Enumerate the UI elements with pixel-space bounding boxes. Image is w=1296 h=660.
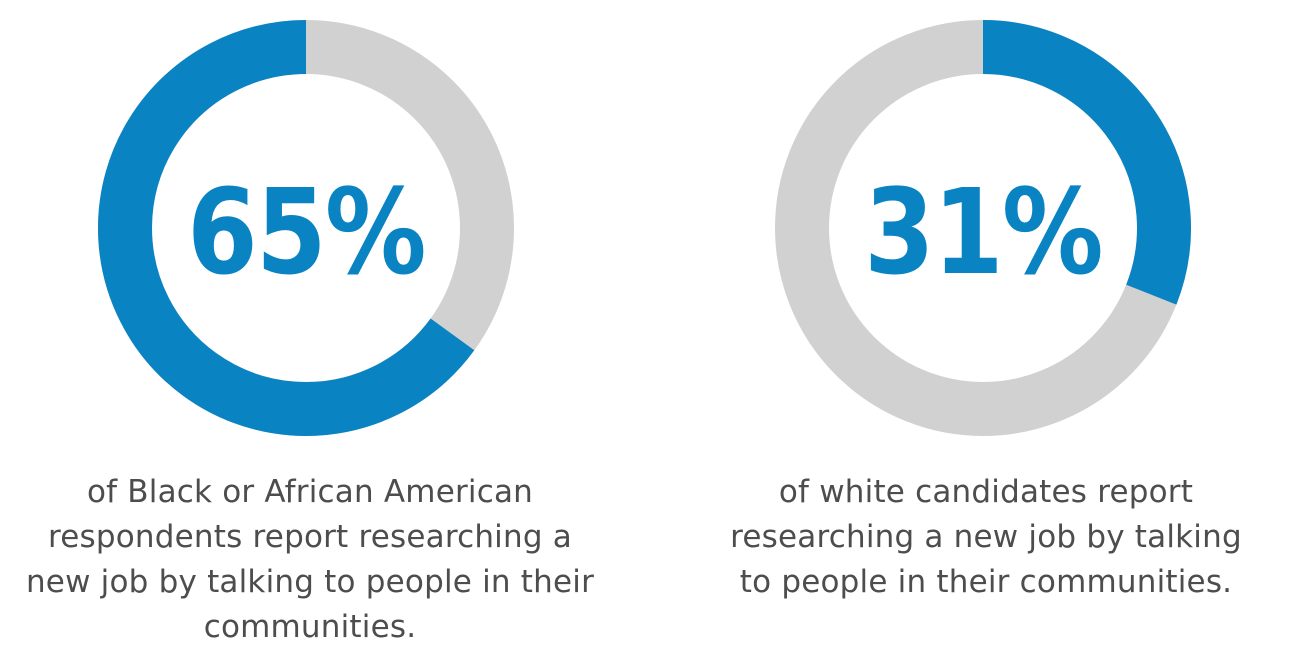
stat-panel-white-candidates: 31% of white candidates report researchi… xyxy=(676,0,1296,660)
donut-chart: 31% xyxy=(763,8,1203,448)
caption-line: of white candidates report xyxy=(778,474,1194,510)
donut-chart: 65% xyxy=(86,8,526,448)
caption-line: researching a new job by talking xyxy=(730,519,1242,555)
caption-line: new job by talking to people in their xyxy=(25,564,595,600)
caption-line: to people in their communities. xyxy=(739,564,1233,600)
donut-value-arc xyxy=(98,20,475,436)
caption-line: of Black or African American xyxy=(86,474,534,510)
percentage-label: 31% xyxy=(864,163,1103,301)
donut-svg xyxy=(775,20,1191,436)
caption: of white candidates report researching a… xyxy=(676,470,1296,605)
donut-svg xyxy=(98,20,514,436)
caption: of Black or African American respondents… xyxy=(0,470,620,650)
percentage-label: 65% xyxy=(187,163,426,301)
caption-line: respondents report researching a xyxy=(48,519,572,555)
caption-line: communities. xyxy=(203,609,417,645)
stat-panel-black-respondents: 65% of Black or African American respond… xyxy=(0,0,620,660)
donut-value-arc xyxy=(982,20,1191,305)
